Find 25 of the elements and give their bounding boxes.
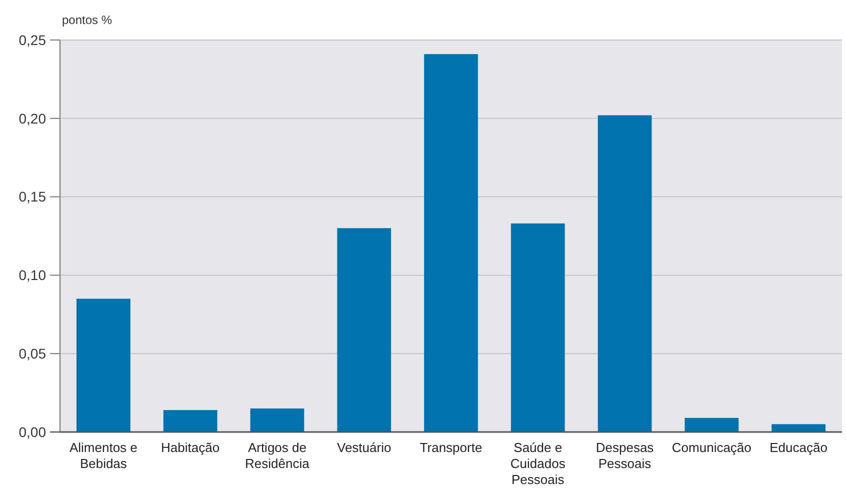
x-tick-label: Transporte <box>420 440 482 455</box>
bar <box>76 298 130 432</box>
y-tick-label: 0,10 <box>18 267 46 284</box>
bar <box>424 54 478 432</box>
bar <box>337 228 392 432</box>
y-axis-title: pontos % <box>62 13 112 27</box>
x-tick-label: Vestuário <box>337 440 392 455</box>
x-tick-label: Educação <box>770 440 828 455</box>
y-tick-label: 0,00 <box>18 424 46 440</box>
bar <box>163 410 218 432</box>
x-tick-label: Comunicação <box>672 440 752 455</box>
y-tick-label: 0,20 <box>18 110 46 126</box>
x-tick-label: Saúde e Cuidados Pessoais <box>510 440 566 487</box>
x-tick-label: Habitação <box>161 440 220 455</box>
x-tick-label: Alimentos e Bebidas <box>69 440 138 471</box>
bar <box>510 223 565 432</box>
y-tick-label: 0,15 <box>18 188 46 205</box>
bar <box>250 408 304 432</box>
x-tick-label: Artigos de Residência <box>245 440 310 471</box>
bar <box>598 115 652 432</box>
x-tick-label: Despesas Pessoais <box>596 440 654 471</box>
bar <box>684 418 739 432</box>
bar <box>772 424 826 432</box>
y-tick-label: 0,25 <box>18 32 46 48</box>
y-tick-label: 0,05 <box>18 346 46 362</box>
